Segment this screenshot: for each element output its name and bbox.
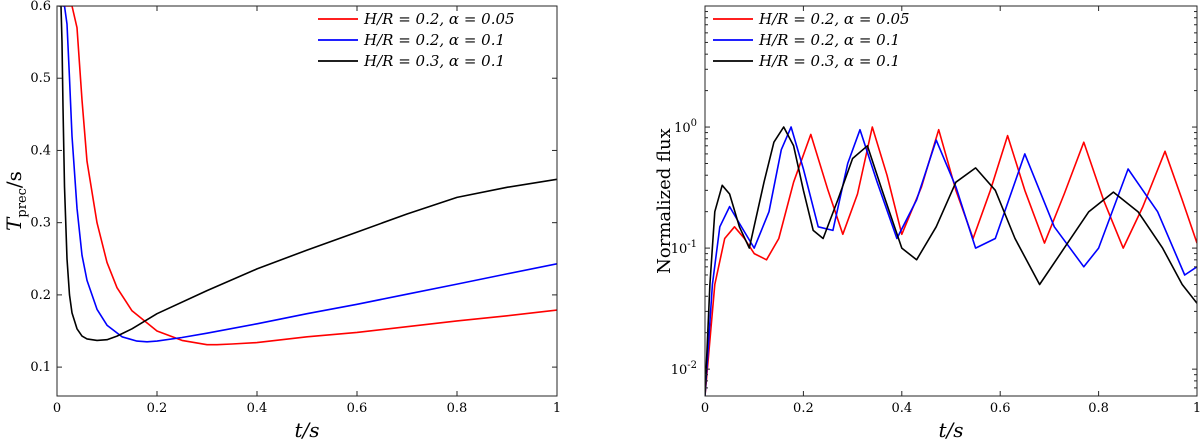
x-tick-label: 0.8 bbox=[447, 401, 468, 416]
series-line-2 bbox=[60, 6, 557, 343]
x-axis-label: t/s bbox=[938, 418, 963, 442]
chart-panel-1: 0 0.2 0.4 0.6 0.8 1 0.1 0.2 0.3 0.4 0.5 0.6 t/s Tprec… bbox=[2, 0, 561, 442]
y-tick-label: 0.6 bbox=[30, 0, 51, 14]
series-line-2 bbox=[705, 126, 1197, 396]
x-tick-label: 0.4 bbox=[891, 401, 912, 416]
x-tick-label: 0.8 bbox=[1088, 401, 1109, 416]
x-tick-label: 0.2 bbox=[793, 401, 814, 416]
y-tick-label: 0.3 bbox=[30, 216, 51, 231]
chart-panel-2: 0 0.2 0.4 0.6 0.8 1 10-2 10-1 100 t/s Normalized f… bbox=[654, 5, 1200, 442]
legend-label-3: H/R = 0.3, α = 0.1 bbox=[758, 52, 900, 70]
x-tick-label: 1 bbox=[1193, 401, 1200, 416]
x-tick-label: 0.4 bbox=[247, 401, 268, 416]
x-tick-label: 0 bbox=[701, 401, 709, 416]
y-tick-label: 10-1 bbox=[671, 239, 697, 257]
x-tick-label: 1 bbox=[553, 401, 561, 416]
legend-label-2: H/R = 0.2, α = 0.1 bbox=[758, 31, 900, 49]
legend-label-2: H/R = 0.2, α = 0.1 bbox=[363, 31, 505, 49]
series-line-3 bbox=[705, 126, 1197, 396]
legend-label-1: H/R = 0.2, α = 0.05 bbox=[363, 10, 515, 28]
y-tick-label: 0.1 bbox=[30, 360, 51, 375]
x-tick-label: 0.6 bbox=[990, 401, 1011, 416]
legend-label-1: H/R = 0.2, α = 0.05 bbox=[758, 10, 910, 28]
y-tick-label: 0.5 bbox=[30, 71, 51, 86]
x-tick-label: 0 bbox=[53, 401, 61, 416]
series-line-1 bbox=[705, 126, 1197, 396]
x-axis-label: t/s bbox=[294, 418, 319, 442]
axes-box bbox=[704, 5, 1198, 397]
y-tick-label: 10-2 bbox=[671, 360, 697, 378]
y-tick-label: 0.2 bbox=[30, 288, 51, 303]
y-axis-label: Normalized flux bbox=[654, 128, 675, 274]
legend-label-3: H/R = 0.3, α = 0.1 bbox=[363, 52, 505, 70]
y-tick-label: 100 bbox=[674, 118, 697, 136]
y-axis-label: Tprec/s bbox=[2, 171, 30, 231]
axes-box bbox=[56, 5, 558, 397]
series-line-3 bbox=[58, 6, 557, 342]
x-tick-label: 0.6 bbox=[347, 401, 368, 416]
x-tick-label: 0.2 bbox=[147, 401, 168, 416]
series-line-1 bbox=[63, 6, 557, 346]
y-tick-label: 0.4 bbox=[30, 143, 51, 158]
